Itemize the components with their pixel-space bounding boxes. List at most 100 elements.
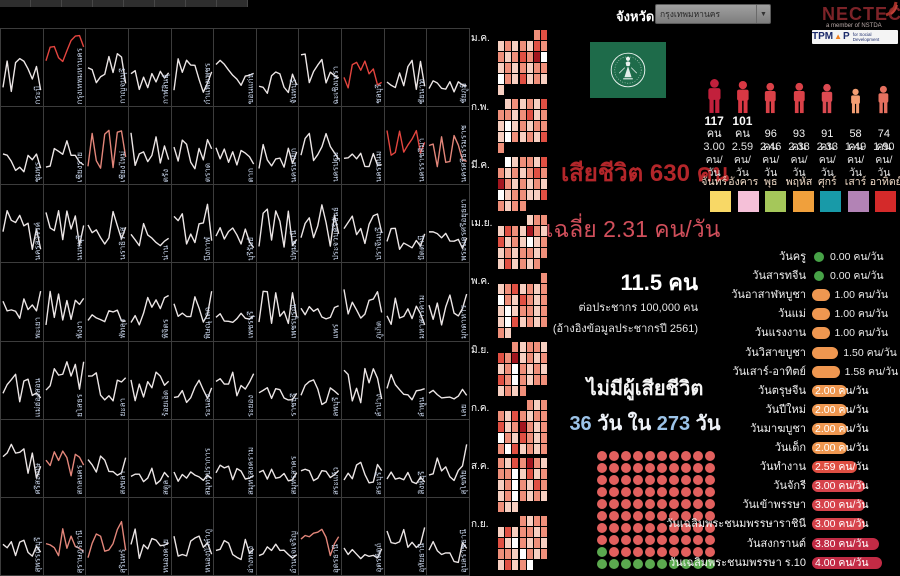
province-cell[interactable]: ฉะเชิงเทรา	[299, 29, 343, 108]
province-cell[interactable]: ชลบุรี	[342, 29, 385, 108]
province-cell[interactable]: ชัยนาท	[384, 29, 428, 108]
province-cell[interactable]: สระบุรี	[342, 419, 385, 498]
province-cell[interactable]: ตาก	[214, 107, 257, 186]
province-cell[interactable]: เชียงใหม่	[86, 107, 129, 186]
province-cell[interactable]: พังงา	[43, 263, 87, 342]
province-cell[interactable]: จันทบุรี	[256, 29, 300, 108]
province-cell[interactable]: สุพรรณบุรี	[1, 497, 44, 576]
heatmap-day-cell	[512, 41, 519, 51]
province-cell[interactable]: กำแพงเพชร	[171, 29, 215, 108]
province-cell[interactable]: แม่ฮ่องสอน	[1, 341, 44, 420]
province-cell[interactable]: ลพบุรี	[299, 341, 343, 420]
province-cell[interactable]: สมุทรสงคราม	[214, 419, 257, 498]
province-cell[interactable]: สุโขทัย	[427, 419, 470, 498]
province-cell[interactable]: อุบลราชธานี	[427, 497, 470, 576]
province-cell[interactable]: เพชรบูรณ์	[256, 263, 300, 342]
province-cell[interactable]: นราธิวาส	[86, 185, 129, 264]
province-sparkline	[87, 211, 127, 246]
province-sparkline	[87, 129, 127, 169]
weekday-rate-value: 2.59	[731, 141, 754, 153]
province-label: อ่างทอง	[247, 545, 256, 573]
province-cell[interactable]: เลย	[427, 341, 470, 420]
province-cell[interactable]: สมุทรสาคร	[256, 419, 300, 498]
province-cell[interactable]: กระบี่	[1, 29, 44, 108]
province-cell[interactable]: สงขลา	[86, 419, 129, 498]
province-cell[interactable]: อำนาจเจริญ	[256, 497, 300, 576]
province-cell[interactable]: พิจิตร	[128, 263, 172, 342]
province-cell[interactable]: อุดรธานี	[299, 497, 343, 576]
province-cell[interactable]: แพร่	[299, 263, 343, 342]
province-cell[interactable]: กรุงเทพมหานคร	[43, 29, 87, 108]
province-cell[interactable]: ยโสธร	[43, 341, 87, 420]
province-cell[interactable]: นนทบุรี	[43, 185, 87, 264]
province-cell[interactable]: พิษณุโลก	[171, 263, 215, 342]
province-sparkline	[215, 464, 255, 481]
province-cell[interactable]: นครนายก	[256, 107, 300, 186]
no-death-counts: 36 วัน ใน 273 วัน	[540, 407, 750, 439]
province-cell[interactable]: พะเยา	[1, 263, 44, 342]
province-label: นครปฐม	[332, 152, 341, 183]
province-cell[interactable]: ราชบุรี	[256, 341, 300, 420]
province-cell[interactable]: พระนครศรีอยุธยา	[427, 185, 470, 264]
province-cell[interactable]: ตรัง	[128, 107, 172, 186]
province-cell[interactable]: ศรีสะเกษ	[1, 419, 44, 498]
province-cell[interactable]: เพชรบุรี	[214, 263, 257, 342]
province-sparkline	[343, 152, 382, 168]
waffle-dot	[633, 535, 643, 545]
province-cell[interactable]: มหาสารคาม	[384, 263, 428, 342]
chevron-down-icon[interactable]: ▼	[756, 5, 770, 23]
province-cell[interactable]: นครพนม	[342, 107, 385, 186]
province-cell[interactable]: เชียงราย	[43, 107, 87, 186]
province-label: กำแพงเพชร	[204, 62, 213, 105]
province-cell[interactable]: กาญจนบุรี	[86, 29, 129, 108]
heatmap-day-cell	[505, 179, 512, 189]
province-cell[interactable]: ประจวบคีรีขันธ์	[299, 185, 343, 264]
province-cell[interactable]: อุทัยธานี	[384, 497, 428, 576]
province-select[interactable]: กรุงเทพมหานคร ▼	[655, 4, 771, 24]
province-cell[interactable]: น่าน	[128, 185, 172, 264]
province-cell[interactable]: สกลนคร	[43, 419, 87, 498]
province-cell[interactable]: หนองบัวลำภู	[171, 497, 215, 576]
province-cell[interactable]: ปัตตานี	[384, 185, 428, 264]
province-cell[interactable]: สตูล	[128, 419, 172, 498]
province-cell[interactable]: นครศรีธรรมราช	[427, 107, 470, 186]
province-cell[interactable]: ระนอง	[171, 341, 215, 420]
province-cell[interactable]: ชัยภูมิ	[427, 29, 470, 108]
province-cell[interactable]: ลำปาง	[342, 341, 385, 420]
province-cell[interactable]: ชุมพร	[1, 107, 44, 186]
person-icon	[708, 79, 721, 113]
heatmap-day-cell	[534, 458, 540, 468]
waffle-dot	[621, 559, 631, 569]
province-cell[interactable]: กาฬสินธุ์	[128, 29, 172, 108]
province-cell[interactable]: สุราษฎร์ธานี	[43, 497, 87, 576]
province-cell[interactable]: สุรินทร์	[86, 497, 129, 576]
province-cell[interactable]: นครปฐม	[299, 107, 343, 186]
province-cell[interactable]: สระแก้ว	[299, 419, 343, 498]
province-cell[interactable]: ปทุมธานี	[256, 185, 300, 264]
heatmap-day-cell	[505, 411, 512, 421]
province-cell[interactable]: สมุทรปราการ	[171, 419, 215, 498]
province-cell[interactable]: พัทลุง	[86, 263, 129, 342]
province-cell[interactable]: ยะลา	[86, 341, 129, 420]
province-cell[interactable]: ขอนแก่น	[214, 29, 257, 108]
waffle-dot	[705, 547, 715, 557]
province-cell[interactable]: ตราด	[171, 107, 215, 186]
province-cell[interactable]: ร้อยเอ็ด	[128, 341, 172, 420]
province-cell[interactable]: อุตรดิตถ์	[342, 497, 385, 576]
province-cell[interactable]: ภูเก็ต	[342, 263, 385, 342]
province-cell[interactable]: สิงห์บุรี	[384, 419, 428, 498]
special-day-value: 0.00 คน/วัน	[830, 270, 884, 283]
province-cell[interactable]: นครสวรรค์	[1, 185, 44, 264]
province-cell[interactable]: บึงกาฬ	[171, 185, 215, 264]
province-cell[interactable]: ระยอง	[214, 341, 257, 420]
province-cell[interactable]: ปราจีนบุรี	[342, 185, 385, 264]
province-cell[interactable]: บุรีรัมย์	[214, 185, 257, 264]
province-sparkline	[45, 140, 84, 168]
province-cell[interactable]: มุกดาหาร	[427, 263, 470, 342]
special-day-value: 1.00 คน/วัน	[834, 289, 889, 302]
province-cell[interactable]: อ่างทอง	[214, 497, 257, 576]
province-label: จันทบุรี	[289, 79, 298, 105]
province-cell[interactable]: นครราชสีมา	[384, 107, 428, 186]
province-cell[interactable]: ลำพูน	[384, 341, 428, 420]
province-cell[interactable]: หนองคาย	[128, 497, 172, 576]
